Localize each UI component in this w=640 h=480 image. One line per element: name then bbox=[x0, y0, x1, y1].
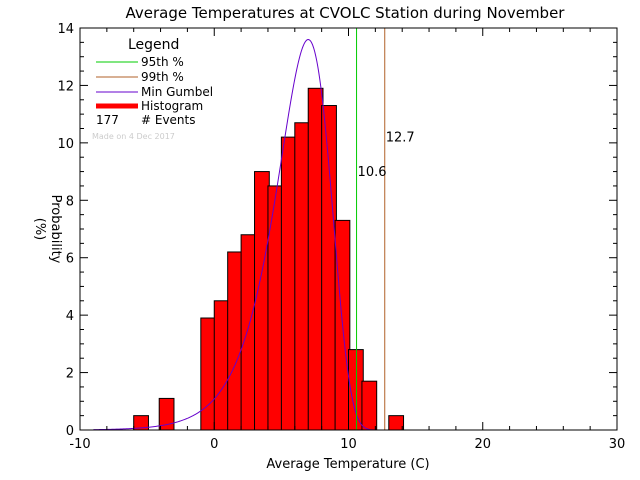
histogram-bar-14 bbox=[361, 380, 378, 431]
histogram-bar-2 bbox=[200, 317, 217, 431]
y-axis-label: Probability bbox=[48, 195, 63, 264]
histogram-bar-9 bbox=[294, 122, 311, 431]
histogram-bar-4 bbox=[227, 251, 243, 431]
x-tick-label-4: 30 bbox=[609, 437, 626, 452]
x-tick-label-2: 10 bbox=[340, 437, 357, 452]
histogram-bar-10 bbox=[307, 87, 324, 431]
legend-events-label: # Events bbox=[141, 113, 196, 127]
min-gumbel-curve bbox=[93, 38, 403, 431]
y-tick-label-7: 14 bbox=[57, 22, 74, 37]
legend-events-count: 177 bbox=[96, 113, 119, 127]
y-tick-label-6: 12 bbox=[57, 79, 74, 94]
histogram-bar-5 bbox=[240, 234, 257, 431]
histogram-bar-3 bbox=[213, 300, 230, 431]
histogram-bars bbox=[133, 87, 405, 431]
percentile-95-label: 10.6 bbox=[358, 165, 387, 180]
y-axis-unit-group: (%) bbox=[32, 218, 47, 241]
legend-label-99: 99th % bbox=[141, 70, 184, 84]
x-tick-label-1: 0 bbox=[210, 437, 218, 452]
y-tick-label-4: 8 bbox=[66, 194, 74, 209]
histogram-bar-11 bbox=[321, 105, 337, 431]
x-axis-label: Average Temperature (C) bbox=[266, 457, 429, 472]
legend-label-gumbel: Min Gumbel bbox=[141, 85, 213, 99]
y-tick-label-1: 2 bbox=[66, 367, 74, 382]
y-tick-label-2: 4 bbox=[66, 309, 74, 324]
legend-label-histogram: Histogram bbox=[141, 99, 203, 113]
watermark-text: Made on 4 Dec 2017 bbox=[92, 132, 175, 141]
chart-title: Average Temperatures at CVOLC Station du… bbox=[126, 4, 566, 22]
percentile-99-label: 12.7 bbox=[386, 130, 415, 145]
y-tick-label-3: 6 bbox=[66, 252, 74, 267]
legend-label-95: 95th % bbox=[141, 55, 184, 69]
x-tick-label-3: 20 bbox=[474, 437, 491, 452]
histogram-bar-6 bbox=[254, 171, 270, 431]
histogram-bar-15 bbox=[388, 415, 405, 431]
y-axis-label-group: Probability bbox=[48, 195, 63, 264]
y-tick-label-5: 10 bbox=[57, 137, 74, 152]
histogram-bar-7 bbox=[267, 185, 284, 431]
legend-title: Legend bbox=[128, 37, 179, 53]
x-tick-label-0: -10 bbox=[69, 437, 90, 452]
y-tick-label-0: 0 bbox=[66, 424, 74, 439]
histogram-bar-8 bbox=[280, 136, 297, 431]
legend: Legend 95th % 99th % Min Gumbel Histogra… bbox=[96, 37, 213, 127]
y-axis-unit: (%) bbox=[32, 218, 47, 241]
